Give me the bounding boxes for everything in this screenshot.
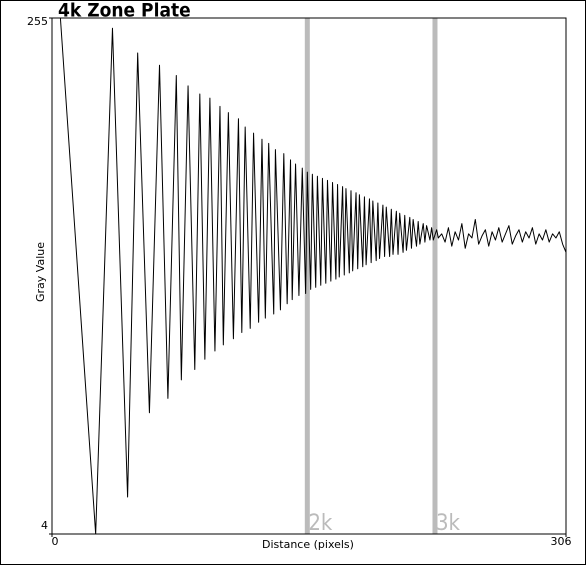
x-axis-label: Distance (pixels) <box>262 538 354 551</box>
y-tick-label: 255 <box>27 15 48 28</box>
plot-area <box>59 17 567 535</box>
plot-frame <box>51 17 567 535</box>
x-tick-label: 0 <box>52 535 59 548</box>
data-line <box>59 17 567 535</box>
x-tick-label: 306 <box>551 535 572 548</box>
y-axis-label: Gray Value <box>34 242 47 302</box>
y-tick-label: 4 <box>41 519 48 532</box>
marker-label: 2k <box>308 511 333 536</box>
chart-title: 4k Zone Plate <box>58 0 191 22</box>
marker-label: 3k <box>436 511 461 536</box>
